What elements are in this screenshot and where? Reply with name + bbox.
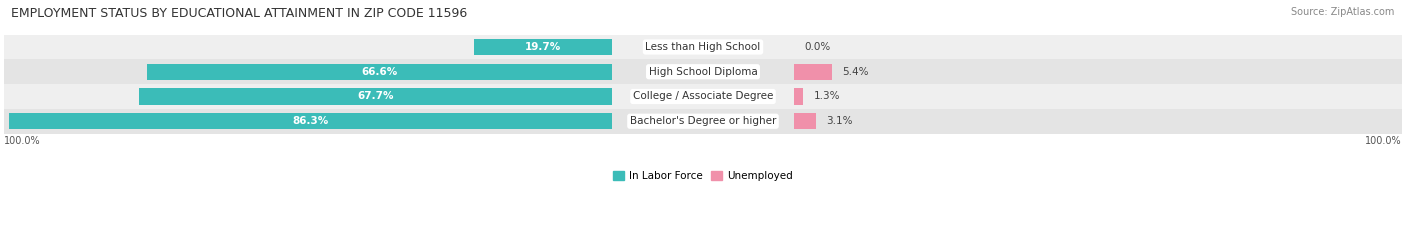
Text: 86.3%: 86.3%: [292, 116, 329, 126]
Bar: [794, 89, 803, 105]
Text: 100.0%: 100.0%: [4, 136, 41, 146]
Bar: [794, 64, 831, 80]
Bar: [8, 113, 612, 129]
Bar: [4, 109, 1402, 134]
Bar: [4, 35, 1402, 59]
Text: High School Diploma: High School Diploma: [648, 67, 758, 77]
Text: 5.4%: 5.4%: [842, 67, 869, 77]
Text: 66.6%: 66.6%: [361, 67, 398, 77]
Text: 3.1%: 3.1%: [825, 116, 852, 126]
Bar: [139, 89, 612, 105]
Text: Bachelor's Degree or higher: Bachelor's Degree or higher: [630, 116, 776, 126]
Bar: [4, 84, 1402, 109]
Text: Source: ZipAtlas.com: Source: ZipAtlas.com: [1291, 7, 1395, 17]
Bar: [4, 59, 1402, 84]
Text: 100.0%: 100.0%: [1365, 136, 1402, 146]
Text: College / Associate Degree: College / Associate Degree: [633, 92, 773, 102]
Text: 0.0%: 0.0%: [804, 42, 831, 52]
Text: Less than High School: Less than High School: [645, 42, 761, 52]
Text: EMPLOYMENT STATUS BY EDUCATIONAL ATTAINMENT IN ZIP CODE 11596: EMPLOYMENT STATUS BY EDUCATIONAL ATTAINM…: [11, 7, 468, 20]
Bar: [146, 64, 612, 80]
Text: 19.7%: 19.7%: [526, 42, 561, 52]
Text: 1.3%: 1.3%: [814, 92, 839, 102]
Legend: In Labor Force, Unemployed: In Labor Force, Unemployed: [609, 167, 797, 185]
Text: 67.7%: 67.7%: [357, 92, 394, 102]
Bar: [794, 113, 815, 129]
Bar: [474, 39, 612, 55]
